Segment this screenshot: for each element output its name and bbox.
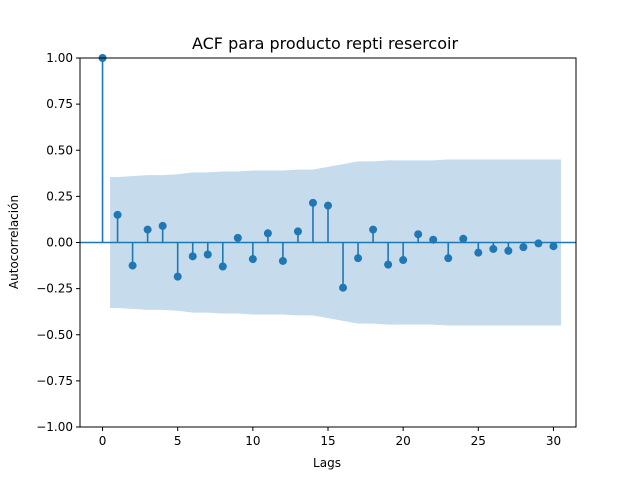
acf-point-15 — [324, 201, 332, 210]
acf-point-5 — [173, 272, 182, 281]
y-tick-label-3: −0.25 — [36, 282, 73, 296]
acf-point-25 — [474, 248, 483, 257]
acf-point-6 — [188, 252, 197, 261]
acf-point-4 — [158, 221, 167, 230]
acf-point-17 — [354, 254, 363, 263]
acf-point-28 — [519, 243, 528, 252]
plot-area: 0 5 10 15 20 25 30 −1.00 −0.75 −0.50 −0.25 0.00 0.25… — [36, 51, 577, 448]
acf-point-1 — [113, 210, 122, 219]
y-tick-label-2: −0.50 — [36, 328, 73, 342]
acf-point-14 — [308, 198, 317, 207]
y-tick-label-7: 0.75 — [46, 97, 73, 111]
acf-point-23 — [444, 254, 453, 263]
acf-point-3 — [143, 225, 152, 234]
acf-point-19 — [384, 260, 393, 269]
acf-point-10 — [248, 255, 257, 264]
acf-point-12 — [278, 256, 287, 265]
y-tick-label-5: 0.25 — [46, 189, 73, 203]
acf-point-21 — [414, 230, 423, 239]
acf-point-20 — [399, 256, 408, 265]
x-tick-label-10: 10 — [245, 434, 260, 448]
y-tick-label-6: 0.50 — [46, 143, 73, 157]
x-tick-label-5: 5 — [174, 434, 182, 448]
acf-point-11 — [263, 229, 272, 238]
x-tick-label-25: 25 — [471, 434, 486, 448]
y-axis-label: Autocorrelación — [7, 195, 21, 289]
acf-point-18 — [369, 225, 378, 234]
x-tick-label-30: 30 — [546, 434, 561, 448]
acf-point-22 — [429, 235, 438, 244]
x-axis-label: Lags — [313, 456, 341, 470]
acf-point-8 — [218, 262, 227, 271]
acf-point-7 — [203, 250, 212, 259]
acf-point-2 — [128, 261, 137, 270]
acf-point-27 — [504, 246, 513, 255]
x-tick-label-20: 20 — [396, 434, 411, 448]
chart-title: ACF para producto repti resercoir — [192, 34, 459, 53]
y-tick-label-8: 1.00 — [46, 51, 73, 65]
acf-point-30 — [549, 242, 558, 251]
y-tick-label-4: 0.00 — [46, 236, 73, 250]
acf-point-13 — [293, 227, 302, 236]
acf-point-16 — [339, 283, 348, 292]
y-tick-label-0: −1.00 — [36, 420, 73, 434]
x-tick-label-0: 0 — [99, 434, 107, 448]
acf-point-24 — [459, 234, 468, 243]
acf-point-9 — [233, 233, 242, 242]
y-tick-label-1: −0.75 — [36, 374, 73, 388]
acf-point-26 — [489, 244, 498, 253]
x-tick-label-15: 15 — [320, 434, 335, 448]
acf-point-29 — [534, 239, 543, 248]
